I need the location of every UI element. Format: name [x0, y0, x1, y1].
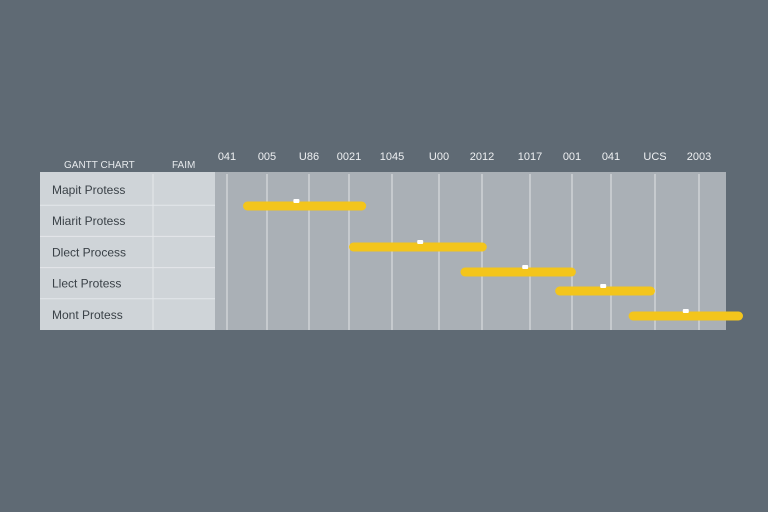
task-bar	[349, 242, 487, 252]
tick-labels: 041 005 U86 0021 1045 U00 2012 1017 001 041 UCS 200…	[218, 151, 711, 163]
task-label: Llect Protess	[52, 277, 121, 291]
task-label: Mapit Protess	[52, 183, 125, 197]
milestone-marker	[600, 284, 607, 288]
tick-label: U86	[299, 151, 319, 163]
task-bar	[460, 267, 576, 277]
row-dividers	[40, 204, 215, 300]
tick-label: 1017	[518, 151, 542, 163]
milestone-marker	[522, 265, 529, 269]
task-bar	[628, 311, 743, 321]
tick-label: U00	[429, 151, 449, 163]
tick-label: 1045	[380, 151, 404, 163]
task-label: Miarit Protess	[52, 214, 125, 228]
chart-title: GANTT CHART	[64, 160, 135, 171]
milestone-marker	[417, 240, 424, 244]
tick-label: UCS	[643, 151, 666, 163]
task-label: Mont Protess	[52, 308, 123, 322]
tick-label: 005	[258, 151, 276, 163]
milestone-marker	[293, 199, 300, 203]
tick-label: 001	[563, 151, 581, 163]
milestone-marker	[682, 309, 689, 313]
column-header: FAIM	[172, 160, 195, 171]
tick-label: 2012	[470, 151, 494, 163]
tick-label: 041	[602, 151, 620, 163]
task-bar	[243, 201, 367, 211]
task-labels: Mapit Protess Miarit Protess Dlect Process…	[52, 183, 126, 322]
task-bars	[243, 199, 743, 321]
tick-label: 041	[218, 151, 236, 163]
grid-lines	[226, 174, 700, 330]
task-label-panel	[40, 172, 215, 330]
task-label: Dlect Process	[52, 245, 126, 259]
task-bar	[555, 286, 655, 296]
tick-label: 2003	[687, 151, 711, 163]
tick-label: 0021	[337, 151, 361, 163]
